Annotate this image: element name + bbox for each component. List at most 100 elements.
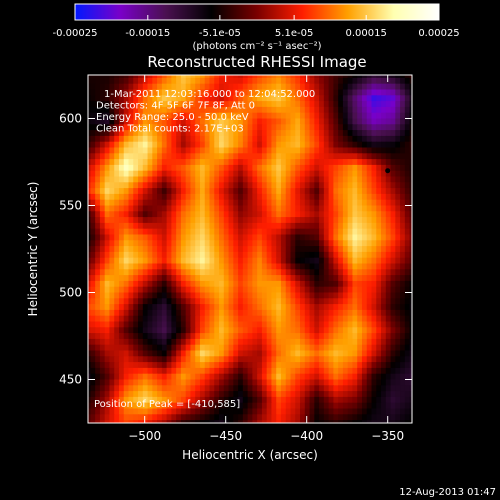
- heatmap-cell: [361, 75, 368, 79]
- heatmap-cell: [223, 251, 230, 259]
- heatmap-cell: [95, 367, 101, 375]
- heatmap-cell: [190, 199, 196, 207]
- heatmap-cell: [242, 228, 249, 236]
- heatmap-cell: [223, 170, 230, 178]
- heatmap-cell: [328, 373, 334, 381]
- heatmap-cell: [233, 135, 239, 143]
- heatmap-cell: [319, 112, 325, 120]
- heatmap-cell: [114, 286, 120, 294]
- heatmap-cell: [214, 396, 220, 404]
- heatmap-cell: [142, 385, 149, 392]
- heatmap-cell: [385, 344, 392, 352]
- heatmap-cell: [352, 182, 358, 189]
- heatmap-cell: [204, 350, 211, 357]
- heatmap-cell: [409, 379, 412, 386]
- heatmap-cell: [214, 130, 220, 137]
- heatmap-cell: [185, 350, 192, 357]
- heatmap-cell: [314, 159, 320, 166]
- heatmap-cell: [204, 344, 211, 352]
- heatmap-cell: [395, 106, 401, 114]
- heatmap-cell: [295, 234, 301, 241]
- heatmap-cell: [290, 101, 296, 108]
- heatmap-cell: [290, 176, 296, 183]
- heatmap-cell: [314, 246, 320, 253]
- heatmap-cell: [88, 298, 91, 305]
- heatmap-cell: [266, 327, 273, 334]
- heatmap-cell: [147, 280, 153, 288]
- info-text-block: 1-Mar-2011 12:03:16.000 to 12:04:52.000D…: [96, 89, 315, 135]
- heatmap-cell: [209, 124, 215, 131]
- heatmap-cell: [233, 176, 239, 183]
- heatmap-cell: [266, 147, 273, 154]
- heatmap-cell: [352, 199, 358, 207]
- heatmap-cell: [404, 159, 411, 166]
- heatmap-cell: [161, 112, 168, 120]
- heatmap-cell: [238, 298, 244, 305]
- heatmap-cell: [347, 101, 354, 108]
- heatmap-cell: [400, 333, 406, 340]
- heatmap-cell: [352, 362, 358, 369]
- heatmap-cell: [180, 344, 187, 352]
- heatmap-cell: [209, 205, 215, 212]
- heatmap-cell: [276, 269, 282, 276]
- heatmap-cell: [252, 315, 258, 323]
- heatmap-cell: [142, 83, 149, 91]
- heatmap-cell: [285, 75, 292, 79]
- heatmap-cell: [333, 176, 339, 183]
- heatmap-cell: [371, 257, 377, 265]
- heatmap-cell: [99, 130, 106, 137]
- heatmap-cell: [195, 286, 201, 294]
- heatmap-cell: [290, 89, 296, 96]
- heatmap-cell: [114, 385, 120, 392]
- heatmap-cell: [400, 170, 406, 178]
- heatmap-cell: [233, 304, 239, 311]
- heatmap-cell: [118, 193, 125, 201]
- heatmap-cell: [147, 205, 153, 212]
- heatmap-cell: [114, 298, 120, 305]
- heatmap-cell: [199, 159, 206, 166]
- heatmap-cell: [90, 164, 96, 172]
- heatmap-cell: [409, 135, 412, 143]
- heatmap-cell: [366, 263, 373, 270]
- heatmap-cell: [361, 211, 368, 218]
- heatmap-cell: [376, 89, 382, 96]
- heatmap-cell: [366, 118, 373, 125]
- heatmap-cell: [347, 135, 354, 143]
- heatmap-cell: [276, 275, 282, 282]
- heatmap-cell: [176, 118, 182, 125]
- heatmap-cell: [347, 402, 354, 410]
- heatmap-cell: [161, 408, 168, 415]
- heatmap-cell: [95, 106, 101, 114]
- heatmap-cell: [366, 356, 373, 363]
- heatmap-cell: [257, 350, 263, 357]
- heatmap-cell: [280, 89, 287, 96]
- heatmap-cell: [109, 338, 115, 346]
- heatmap-cell: [257, 182, 263, 189]
- heatmap-cell: [257, 286, 263, 294]
- heatmap-cell: [247, 147, 253, 154]
- heatmap-cell: [171, 164, 177, 172]
- heatmap-cell: [252, 292, 258, 299]
- heatmap-cell: [228, 118, 234, 125]
- heatmap-cell: [276, 176, 282, 183]
- heatmap-cell: [185, 257, 192, 265]
- heatmap-cell: [161, 414, 168, 421]
- heatmap-cell: [247, 130, 253, 137]
- heatmap-cell: [133, 176, 139, 183]
- heatmap-cell: [285, 257, 292, 265]
- heatmap-cell: [347, 147, 354, 154]
- heatmap-cell: [99, 217, 106, 224]
- heatmap-cell: [285, 188, 292, 195]
- heatmap-cell: [88, 402, 91, 410]
- heatmap-cell: [385, 338, 392, 346]
- heatmap-cell: [166, 269, 172, 276]
- heatmap-cell: [352, 350, 358, 357]
- heatmap-cell: [309, 95, 315, 102]
- heatmap-cell: [366, 228, 373, 236]
- heatmap-cell: [314, 251, 320, 259]
- heatmap-cell: [271, 205, 277, 212]
- heatmap-cell: [88, 304, 91, 311]
- heatmap-cell: [404, 89, 411, 96]
- heatmap-cell: [381, 321, 387, 328]
- heatmap-cell: [228, 362, 234, 369]
